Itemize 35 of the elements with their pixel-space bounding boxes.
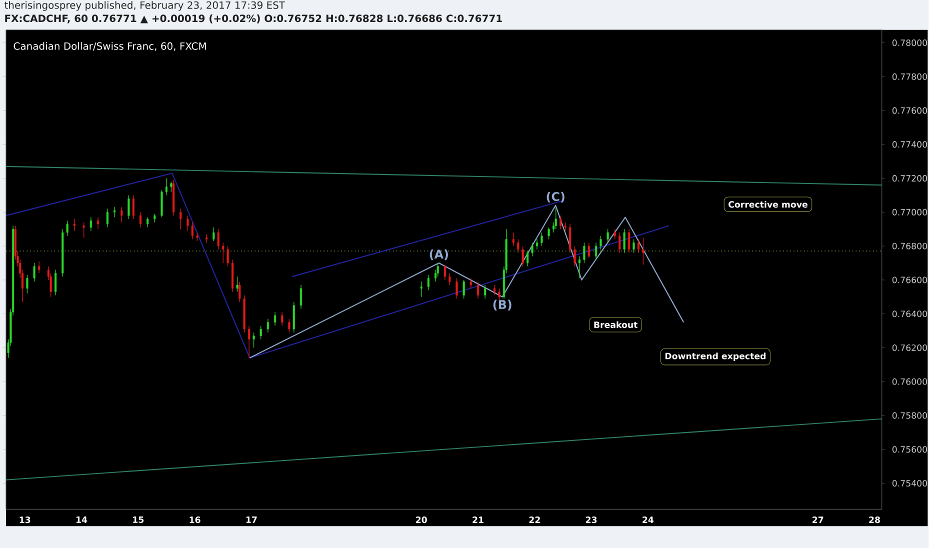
x-tick-label: 15 xyxy=(133,516,144,523)
x-tick-label: 28 xyxy=(869,516,880,524)
x-tick-label: 16 xyxy=(190,516,200,524)
x-tick-label: 21 xyxy=(472,516,484,523)
x-tick-label: 14 xyxy=(76,516,88,523)
y-tick-label: 0.77600 xyxy=(892,107,927,114)
y-tick-label: 0.76000 xyxy=(892,378,927,385)
text: Canadian Dollar/Swiss Franc, 60, FXCM xyxy=(14,42,206,51)
y-tick-label: 0.76200 xyxy=(892,344,927,351)
data-label: (A) xyxy=(430,249,448,260)
y-tick-label: 0.76800 xyxy=(892,242,927,250)
y-tick-label: 0.75600 xyxy=(892,446,927,453)
annotation: Corrective move xyxy=(728,200,808,208)
y-tick-label: 0.77200 xyxy=(892,175,927,182)
y-tick-label: 0.76400 xyxy=(892,310,927,318)
y-tick-label: 0.77000 xyxy=(892,208,927,216)
x-tick-label: 20 xyxy=(416,516,427,524)
chart-subtitle: FX:CADCHF, 60 0.76771 ▲ +0.00019 (+0.02%) O:0.76752 H:0.76828 L:0.76686 C:0.76771 xyxy=(5,14,502,24)
text: therisingosprey published, February 23, 2017 17:39 EST xyxy=(4,1,286,11)
y-tick-label: 0.75400 xyxy=(892,480,927,487)
annotation: Downtrend expected xyxy=(665,352,766,361)
x-tick-label: 13 xyxy=(20,516,30,524)
data-label: (B) xyxy=(493,300,512,310)
x-tick-label: 23 xyxy=(586,516,597,524)
x-tick-label: 17 xyxy=(246,516,257,523)
x-tick-label: 22 xyxy=(529,516,540,523)
data-label: (C) xyxy=(546,192,564,202)
x-tick-label: 27 xyxy=(812,516,824,523)
y-tick-label: 0.76600 xyxy=(892,276,927,284)
y-tick-label: 0.78000 xyxy=(892,39,927,46)
annotation: Breakout xyxy=(594,321,638,328)
y-tick-label: 0.77800 xyxy=(892,73,927,80)
y-tick-label: 0.75800 xyxy=(892,412,927,419)
x-tick-label: 24 xyxy=(642,516,654,523)
y-tick-label: 0.77400 xyxy=(892,141,927,148)
